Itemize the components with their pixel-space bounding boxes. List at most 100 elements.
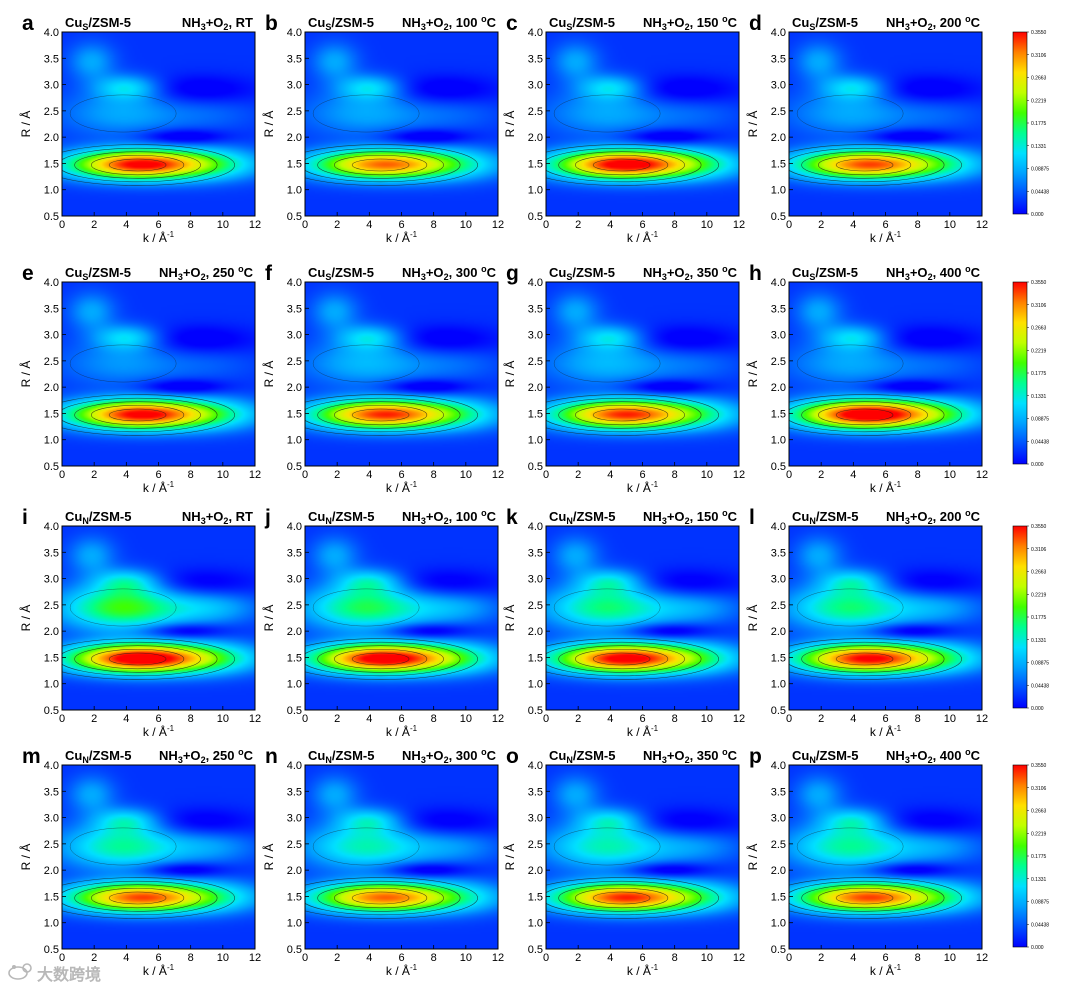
y-tick-label: 3.5 xyxy=(771,53,786,65)
contour-ring xyxy=(553,588,661,627)
x-tick-label: 2 xyxy=(575,952,581,964)
contour-ring xyxy=(592,408,651,422)
contour-ring xyxy=(305,394,478,436)
contour-ring xyxy=(305,641,461,677)
x-tick-label: 8 xyxy=(915,469,921,481)
contour-ring xyxy=(351,652,410,666)
contour-ring xyxy=(796,588,904,627)
x-tick-label: 0 xyxy=(302,219,308,231)
contour-ring xyxy=(575,154,669,176)
y-tick-label: 1.0 xyxy=(771,679,786,691)
x-tick-label: 8 xyxy=(188,952,194,964)
y-axis-label: R / Å xyxy=(18,111,33,138)
x-tick-label: 6 xyxy=(882,469,888,481)
x-tick-label: 0 xyxy=(786,952,792,964)
y-axis-label: R / Å xyxy=(745,844,760,871)
contour-ring xyxy=(62,144,235,186)
colorbar: 0.3550 0.3106 0.2663 0.2219 0.1775 0.1331 0.08… xyxy=(1012,763,1049,951)
y-tick-label: 3.0 xyxy=(528,574,543,586)
contour-lines xyxy=(789,94,962,186)
colorbars-layer: 0.3550 0.3106 0.2663 0.2219 0.1775 0.1331 0.08… xyxy=(1012,30,1049,951)
contour-ring xyxy=(108,652,167,666)
x-tick-label: 2 xyxy=(334,219,340,231)
y-tick-label: 2.5 xyxy=(44,600,59,612)
contour-ring xyxy=(789,641,945,677)
y-tick-label: 3.5 xyxy=(528,547,543,559)
panel-d: 0 2 4 6 8 10 12 0.5 1.0 1.5 2.0 2.5 3.0 3.5 4.0 k / Å-1… xyxy=(745,12,988,245)
x-tick-label: 12 xyxy=(249,469,261,481)
x-tick-label: 0 xyxy=(786,713,792,725)
contour-ring xyxy=(312,588,420,627)
heatmap-image xyxy=(546,32,739,216)
y-tick-label: 2.0 xyxy=(287,865,302,877)
contour-ring xyxy=(789,147,945,183)
x-tick-label: 4 xyxy=(850,219,856,231)
y-tick-label: 2.0 xyxy=(287,382,302,394)
contour-ring xyxy=(305,877,478,919)
y-tick-label: 1.5 xyxy=(528,158,543,170)
y-tick-label: 4.0 xyxy=(528,521,543,533)
y-axis-label: R / Å xyxy=(261,844,276,871)
panel-condition-label: NH3+O2, 100 oC xyxy=(402,508,497,526)
y-tick-label: 3.5 xyxy=(528,303,543,315)
x-tick-label: 10 xyxy=(701,713,713,725)
panel-h: 0 2 4 6 8 10 12 0.5 1.0 1.5 2.0 2.5 3.0 3.5 4.0 k / Å-1… xyxy=(745,262,988,495)
panel-condition-label: NH3+O2, 400 oC xyxy=(886,747,981,765)
x-tick-label: 8 xyxy=(431,952,437,964)
panel-sample-label: CuS/ZSM-5 xyxy=(308,15,374,32)
panel-sample-label: CuS/ZSM-5 xyxy=(792,265,858,282)
contour-ring xyxy=(801,151,928,179)
y-tick-label: 2.5 xyxy=(771,356,786,368)
colorbar-tick-label: 0.08875 xyxy=(1031,417,1049,423)
x-tick-label: 12 xyxy=(976,952,988,964)
colorbar: 0.3550 0.3106 0.2663 0.2219 0.1775 0.1331 0.08… xyxy=(1012,280,1049,468)
colorbar-tick-label: 0.3106 xyxy=(1031,547,1047,553)
panel-letter: f xyxy=(265,262,273,285)
contour-ring xyxy=(546,397,702,433)
contour-lines xyxy=(62,588,235,680)
contour-ring xyxy=(74,401,201,429)
x-axis-label: k / Å-1 xyxy=(627,230,659,245)
heatmap-image xyxy=(62,282,255,466)
x-tick-label: 4 xyxy=(607,713,613,725)
y-tick-label: 1.0 xyxy=(528,679,543,691)
y-tick-label: 4.0 xyxy=(528,277,543,289)
contour-lines xyxy=(305,94,478,186)
y-tick-label: 4.0 xyxy=(528,760,543,772)
y-tick-label: 4.0 xyxy=(287,521,302,533)
x-tick-label: 6 xyxy=(155,952,161,964)
y-tick-label: 1.5 xyxy=(44,652,59,664)
heatmap-image xyxy=(305,765,498,949)
heatmap-image xyxy=(789,282,982,466)
y-tick-label: 0.5 xyxy=(528,211,543,223)
y-tick-label: 3.5 xyxy=(44,786,59,798)
y-tick-label: 3.0 xyxy=(44,80,59,92)
y-tick-label: 2.5 xyxy=(771,839,786,851)
colorbar-tick-label: 0.3106 xyxy=(1031,303,1047,309)
x-tick-label: 6 xyxy=(398,713,404,725)
y-tick-label: 0.5 xyxy=(528,944,543,956)
contour-ring xyxy=(546,877,719,919)
watermark: 大数跨境 xyxy=(8,963,101,984)
x-axis-label: k / Å-1 xyxy=(870,724,902,739)
y-tick-label: 3.0 xyxy=(287,813,302,825)
y-tick-label: 3.0 xyxy=(771,574,786,586)
x-tick-label: 4 xyxy=(366,219,372,231)
y-tick-label: 0.5 xyxy=(44,705,59,717)
y-tick-label: 0.5 xyxy=(771,705,786,717)
x-tick-label: 4 xyxy=(607,469,613,481)
y-axis-label: R / Å xyxy=(745,111,760,138)
panel-sample-label: CuN/ZSM-5 xyxy=(792,748,858,765)
y-axis-label: R / Å xyxy=(502,605,517,632)
y-tick-label: 1.5 xyxy=(528,891,543,903)
contour-ring xyxy=(351,891,410,905)
x-tick-label: 0 xyxy=(543,219,549,231)
x-tick-label: 2 xyxy=(818,952,824,964)
y-tick-label: 1.5 xyxy=(44,158,59,170)
x-tick-label: 0 xyxy=(543,469,549,481)
contour-ring xyxy=(546,638,719,680)
y-tick-label: 3.0 xyxy=(287,574,302,586)
y-tick-label: 3.5 xyxy=(44,53,59,65)
x-tick-label: 12 xyxy=(976,713,988,725)
x-tick-label: 4 xyxy=(123,219,129,231)
